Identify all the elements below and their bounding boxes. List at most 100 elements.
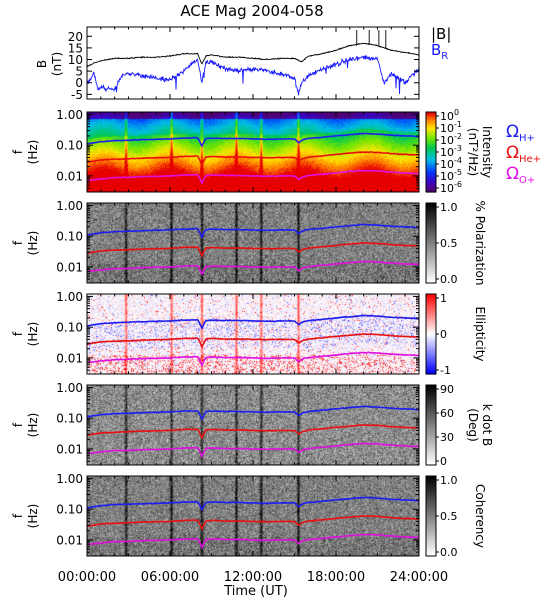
colorbar-cell — [426, 136, 436, 138]
gyrofrequency-line-he-plus — [87, 242, 419, 258]
colorbar-cell — [426, 406, 436, 409]
colorbar-tick-label: 30 — [440, 431, 454, 444]
colorbar-cell — [426, 121, 436, 124]
gyrofrequency-line-he-plus — [87, 515, 419, 531]
colorbar-cell — [426, 462, 436, 465]
colorbar-cell — [426, 263, 436, 265]
colorbar-cell — [426, 496, 436, 498]
ion-label: ΩHe+ — [506, 143, 541, 165]
colorbar-cell — [426, 533, 436, 536]
colorbar-cell — [426, 128, 436, 130]
field-y-unit: (nT) — [50, 52, 64, 76]
colorbar-cell — [426, 276, 436, 279]
spectrogram-intensity — [87, 112, 419, 192]
colorbar-cell — [426, 304, 436, 307]
colorbar-cell — [426, 344, 436, 347]
x-tick-label: 18:00:00 — [307, 570, 365, 585]
colorbar-cell — [426, 437, 436, 439]
colorbar-cell — [426, 320, 436, 323]
y-tick-label: 0.01 — [56, 260, 83, 274]
colorbar-cell — [426, 251, 436, 253]
colorbar-label-text: Intensity — [480, 126, 494, 178]
colorbar-cell — [426, 397, 436, 399]
gyrofrequency-line-h-plus — [87, 405, 419, 421]
colorbar-cell — [426, 423, 436, 426]
colorbar-cell — [426, 133, 436, 136]
frequency-y-label: f — [11, 240, 25, 245]
colorbar-cell — [426, 261, 436, 264]
colorbar-tick-exponent: -5 — [454, 168, 462, 177]
colorbar-tick-label: 90 — [440, 383, 454, 396]
colorbar-cell — [426, 233, 436, 236]
colorbar-label: k dot B(Deg) — [466, 404, 494, 446]
colorbar-cell — [426, 421, 436, 423]
colorbar-cell — [426, 343, 436, 346]
colorbar-cell — [426, 419, 436, 422]
gyrofrequency-line-h-plus — [87, 314, 419, 331]
colorbar-cell — [426, 485, 436, 488]
colorbar-cell — [426, 445, 436, 447]
colorbar-cell — [426, 211, 436, 213]
colorbar-cell — [426, 137, 436, 140]
colorbar-cell — [426, 417, 436, 419]
colorbar-cell — [426, 247, 436, 249]
colorbar-cell — [426, 501, 436, 504]
colorbar-cell — [426, 142, 436, 145]
colorbar-cell — [426, 346, 436, 348]
colorbar-cell — [426, 213, 436, 216]
colorbar-cell — [426, 458, 436, 461]
colorbar-cell — [426, 405, 436, 407]
colorbar-cell — [426, 492, 436, 494]
colorbar-cell — [426, 544, 436, 546]
colorbar-cell — [426, 429, 436, 431]
colorbar-cell — [426, 225, 436, 228]
colorbar-cell — [426, 422, 436, 425]
spectrogram-coherency — [87, 476, 419, 556]
ion-label-symbol: Ω — [506, 164, 519, 184]
colorbar-cell — [426, 148, 436, 150]
colorbar-cell — [426, 390, 436, 393]
colorbar-cell — [426, 435, 436, 438]
colorbar-cell — [426, 356, 436, 359]
colorbar-cell — [426, 311, 436, 314]
colorbar-tick-label: 60 — [440, 407, 454, 420]
colorbar-cell — [426, 524, 436, 526]
colorbar-cell — [426, 430, 436, 433]
colorbar-label-text: % Polarization — [473, 201, 487, 286]
x-tick-label: 12:00:00 — [224, 570, 282, 585]
colorbar-cell — [426, 248, 436, 251]
colorbar-cell — [426, 433, 436, 435]
colorbar-cell — [426, 255, 436, 257]
colorbar-cell — [426, 457, 436, 459]
y-tick-label: 5 — [75, 65, 83, 79]
colorbar-tick-mantissa: 10 — [440, 170, 454, 183]
colorbar-cell — [426, 126, 436, 129]
colorbar-cell — [426, 235, 436, 237]
ion-label: ΩO+ — [506, 164, 535, 186]
colorbar-tick-label: 10-4 — [440, 156, 462, 171]
colorbar-cell — [426, 277, 436, 280]
colorbar-cell — [426, 224, 436, 227]
colorbar-cell — [426, 170, 436, 173]
colorbar-cell — [426, 316, 436, 319]
colorbar-cell — [426, 265, 436, 268]
gyrofrequency-line-o-plus — [87, 351, 419, 368]
colorbar-tick-label: 10-6 — [440, 180, 462, 195]
colorbar-cell — [426, 442, 436, 445]
colorbar-cell — [426, 549, 436, 552]
legend-entry: BR — [431, 41, 448, 62]
frequency-y-unit: (Hz) — [26, 413, 40, 438]
y-tick-label: 15 — [68, 41, 83, 55]
colorbar-cell — [426, 182, 436, 185]
colorbar-cell — [426, 267, 436, 269]
colorbar-cell — [426, 181, 436, 184]
colorbar-cell — [426, 427, 436, 430]
colorbar-cell — [426, 494, 436, 497]
colorbar-cell — [426, 415, 436, 418]
colorbar-cell — [426, 363, 436, 366]
colorbar-cell — [426, 153, 436, 156]
colorbar-tick-exponent: 0 — [454, 108, 459, 117]
colorbar-cell — [426, 513, 436, 516]
colorbar-cell — [426, 441, 436, 443]
